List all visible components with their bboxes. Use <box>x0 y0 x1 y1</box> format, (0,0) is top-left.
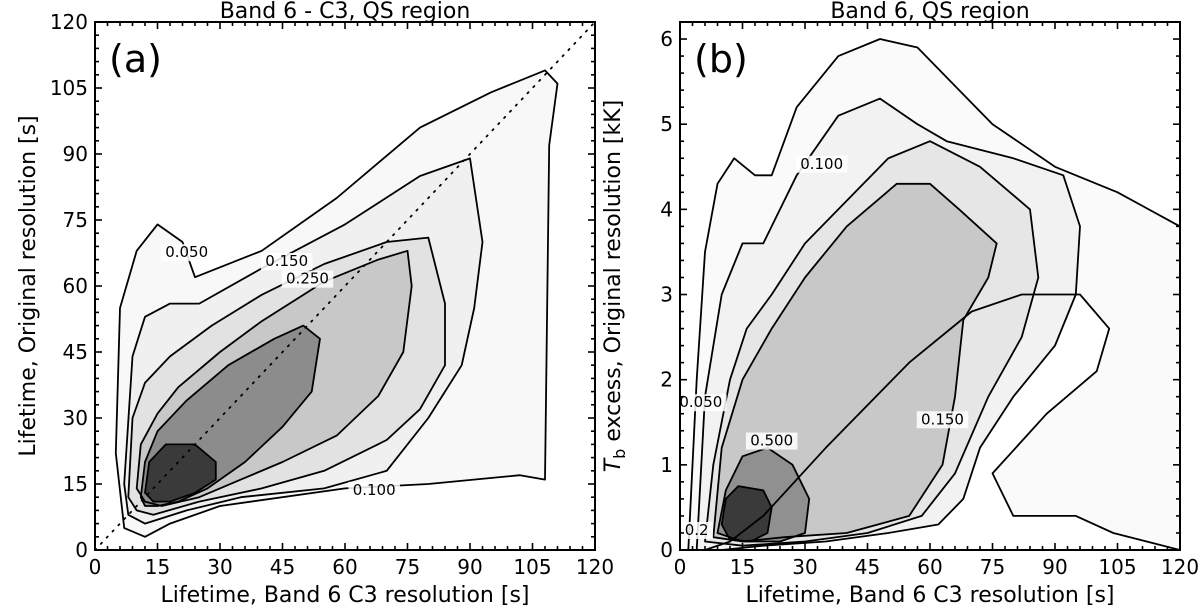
contour-line-level-3 <box>135 249 413 507</box>
contour-label-bg <box>160 244 213 262</box>
x-tick-label: 120 <box>576 555 614 579</box>
contour-line-level-2 <box>704 140 1040 547</box>
y-tick-label: 45 <box>63 340 88 364</box>
contour-label-bg <box>281 270 334 288</box>
contour-line-level-5 <box>144 443 217 503</box>
panel-label: (b) <box>694 37 748 81</box>
contour-label: 0.500 <box>750 432 793 450</box>
contour-fill-level-3 <box>713 183 997 542</box>
contour-line-level-0 <box>687 38 1180 550</box>
contour-fill-level-5 <box>721 486 772 542</box>
y-tick-label: 120 <box>50 10 88 34</box>
x-tick-label: 90 <box>457 555 482 579</box>
y-tick-label: 1 <box>660 453 673 477</box>
y-tick-label: 3 <box>660 283 673 307</box>
contour-label-bg <box>348 481 400 499</box>
x-tick-label: 30 <box>207 555 232 579</box>
contour-line-level-4 <box>716 446 811 543</box>
y-tick-label: 60 <box>63 274 88 298</box>
x-tick-label: 75 <box>980 555 1005 579</box>
contour-label: 0.250 <box>286 270 329 288</box>
contour-label-bg <box>680 521 713 539</box>
contour-line-level-0 <box>114 69 559 538</box>
y-tick-label: 30 <box>63 406 88 430</box>
contour-label: 0.100 <box>353 481 396 499</box>
contour-line-level-1 <box>123 157 484 525</box>
contour-label-bg <box>916 411 969 429</box>
contour-label-bg <box>260 253 313 270</box>
contour-label: 0.050 <box>679 393 722 411</box>
contour-label-bg <box>680 394 727 412</box>
x-axis-label: Lifetime, Band 6 C3 resolution [s] <box>161 583 530 608</box>
y-tick-label: 0 <box>660 538 673 562</box>
diagonal-reference-line <box>95 22 595 550</box>
x-axis-label: Lifetime, Band 6 C3 resolution [s] <box>746 583 1115 608</box>
contour-line-level-2 <box>127 236 446 516</box>
contour-label: 0.100 <box>800 155 843 173</box>
y-tick-label: 4 <box>660 197 673 221</box>
contour-label: 0.050 <box>165 243 208 261</box>
contour-label: 0.150 <box>265 252 308 270</box>
y-axis-label: Tb excess, Original resolution [kK] <box>601 100 629 473</box>
x-tick-label: 105 <box>1098 555 1136 579</box>
chart-title: Band 6 - C3, QS region <box>220 0 471 24</box>
y-tick-label: 2 <box>660 368 673 392</box>
x-tick-label: 60 <box>332 555 357 579</box>
y-tick-label: 0 <box>75 538 88 562</box>
y-tick-label: 15 <box>63 472 88 496</box>
y-tick-label: 75 <box>63 208 88 232</box>
contour-line-level-3 <box>712 182 998 543</box>
contour-line-level-1 <box>695 97 1081 550</box>
chart-title: Band 6, QS region <box>830 0 1029 24</box>
x-tick-label: 0 <box>89 555 102 579</box>
x-tick-label: 45 <box>855 555 880 579</box>
x-tick-label: 90 <box>1042 555 1067 579</box>
contour-area: 0.100 0.050 0.150 0.500 0.2 <box>679 38 1180 550</box>
contour-label: 0.2 <box>685 521 709 539</box>
x-tick-label: 30 <box>792 555 817 579</box>
x-tick-label: 15 <box>730 555 755 579</box>
contour-line-level-4 <box>139 324 321 507</box>
y-axis-label: Lifetime, Original resolution [s] <box>16 115 41 456</box>
contour-label: 0.150 <box>921 410 964 428</box>
contour-label-bg <box>745 432 798 450</box>
x-tick-label: 75 <box>395 555 420 579</box>
y-tick-label: 6 <box>660 27 673 51</box>
panel-label: (a) <box>109 37 162 81</box>
contour-fill-level-5 <box>145 444 216 502</box>
x-tick-label: 15 <box>145 555 170 579</box>
x-tick-label: 105 <box>513 555 551 579</box>
x-tick-label: 120 <box>1161 555 1199 579</box>
x-tick-label: 0 <box>674 555 687 579</box>
y-tick-label: 105 <box>50 76 88 100</box>
contour-label-bg <box>795 155 848 173</box>
x-tick-label: 60 <box>917 555 942 579</box>
y-tick-label: 90 <box>63 142 88 166</box>
x-tick-label: 45 <box>270 555 295 579</box>
y-tick-label: 5 <box>660 112 673 136</box>
